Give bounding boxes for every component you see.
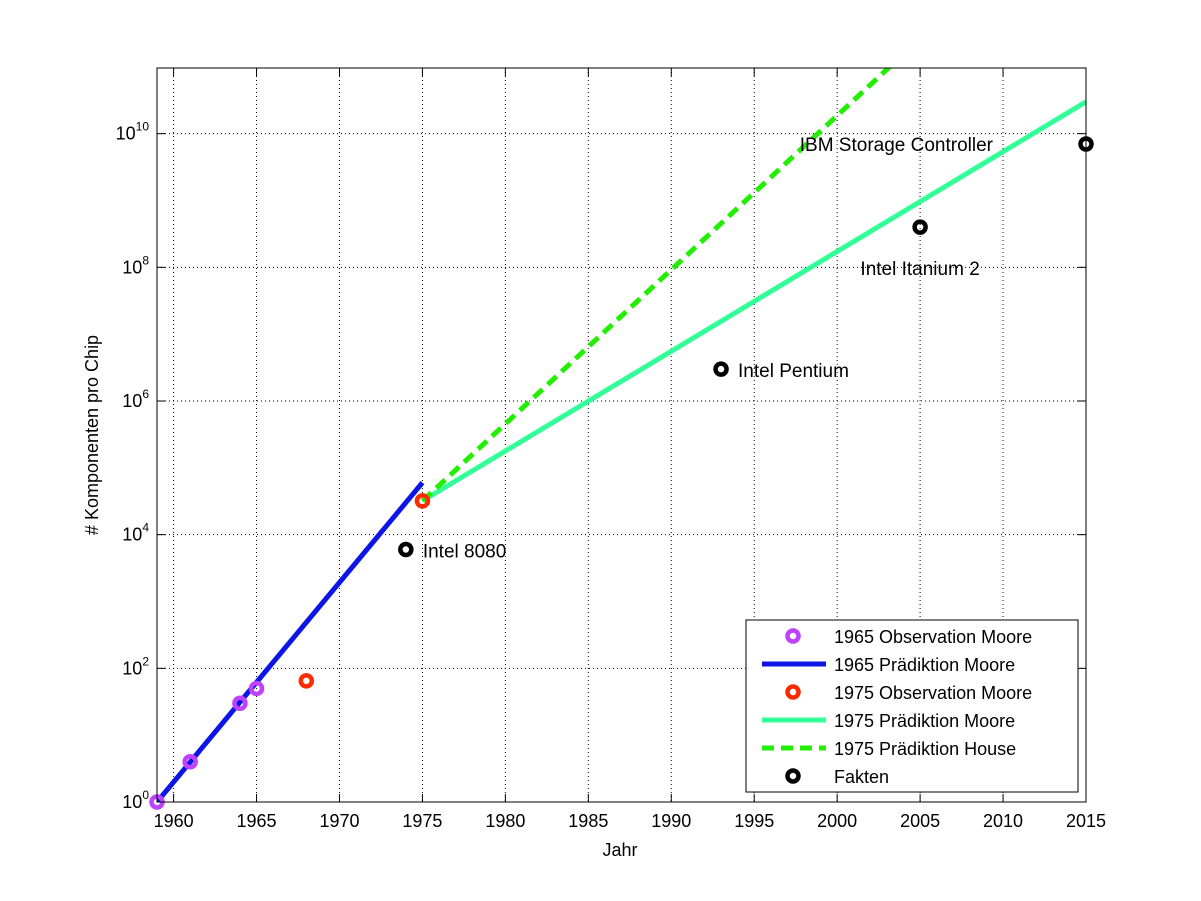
legend-label: 1975 Prädiktion House [834, 739, 1016, 759]
x-tick-label: 1975 [402, 811, 442, 831]
x-tick-label: 1990 [651, 811, 691, 831]
legend-entry-1975-observation-moore: 1975 Observation Moore [785, 683, 1032, 703]
legend-box [745, 619, 1079, 793]
ticks: 1960 1965 1970 1975 1980 1985 1990 1995 2000 2005… [116, 68, 1106, 831]
legend-entry-fakten: Fakten [785, 767, 889, 787]
legend-entry-1965-pr-diktion-moore: 1965 Prädiktion Moore [762, 655, 1015, 675]
1965-pr-diktion-moore-series [157, 481, 425, 802]
legend-label: 1975 Observation Moore [834, 683, 1032, 703]
1975-pr-diktion-moore-series [421, 99, 1086, 504]
1965-observation-moore-point [182, 754, 198, 770]
y-axis-label: # Komponenten pro Chip [82, 335, 102, 535]
y-tick-label: 104 [122, 521, 149, 545]
legend-label: 1965 Prädiktion Moore [834, 655, 1015, 675]
x-tick-label: 1985 [568, 811, 608, 831]
fakten-point [398, 541, 414, 558]
x-axis-label: Jahr [602, 840, 637, 860]
legend-entry-1975-pr-diktion-moore: 1975 Prädiktion Moore [762, 711, 1015, 731]
1975-observation-moore-point [414, 493, 431, 509]
legend-label: 1975 Prädiktion Moore [834, 711, 1015, 731]
legend-label: 1965 Observation Moore [834, 627, 1032, 647]
x-tick-label: 2005 [900, 811, 940, 831]
legend-marker [785, 628, 801, 644]
x-tick-label: 1960 [154, 811, 194, 831]
legend-marker [785, 684, 801, 700]
fakten-point [713, 361, 729, 377]
legend-entry-1965-observation-moore: 1965 Observation Moore [785, 627, 1032, 647]
fakten-point [912, 219, 928, 235]
1975-pr-diktion-moore-line [421, 99, 1086, 504]
annotations: Intel 8080 Intel Pentium Intel Itanium 2 IB… [423, 135, 994, 562]
x-tick-label: 1995 [734, 811, 774, 831]
y-tick-label: 102 [122, 654, 149, 678]
1975-observation-moore-series [298, 493, 431, 689]
y-tick-label: 1010 [116, 120, 150, 144]
x-tick-label: 2000 [817, 811, 857, 831]
x-tick-label: 1965 [237, 811, 277, 831]
y-tick-label: 106 [122, 387, 149, 411]
y-tick-label: 100 [122, 788, 149, 812]
series-layer [149, 68, 1094, 810]
annotation-intel-8080: Intel 8080 [423, 541, 506, 562]
x-tick-label: 2015 [1066, 811, 1106, 831]
plot-frame [156, 67, 1087, 803]
1965-pr-diktion-moore-line [157, 481, 425, 802]
1975-observation-moore-point [298, 673, 315, 689]
1975-pr-diktion-house-series [420, 68, 893, 503]
x-tick-label: 2010 [983, 811, 1023, 831]
1965-observation-moore-point [248, 680, 265, 697]
x-tick-label: 1970 [319, 811, 359, 831]
legend-label: Fakten [834, 767, 889, 787]
x-tick-label: 1980 [485, 811, 525, 831]
y-tick-label: 108 [122, 253, 149, 277]
annotation-ibm-storage-controller: IBM Storage Controller [800, 135, 994, 156]
annotation-intel-pentium: Intel Pentium [738, 361, 849, 382]
legend-entry-1975-pr-diktion-house: 1975 Prädiktion House [762, 739, 1016, 759]
1975-pr-diktion-house-line [420, 68, 893, 503]
1965-observation-moore-point [232, 695, 248, 712]
legend-marker [785, 768, 801, 784]
annotation-intel-itanium-2: Intel Itanium 2 [860, 259, 979, 280]
legend: 1965 Observation Moore 1965 Prädiktion Mo… [745, 619, 1079, 793]
